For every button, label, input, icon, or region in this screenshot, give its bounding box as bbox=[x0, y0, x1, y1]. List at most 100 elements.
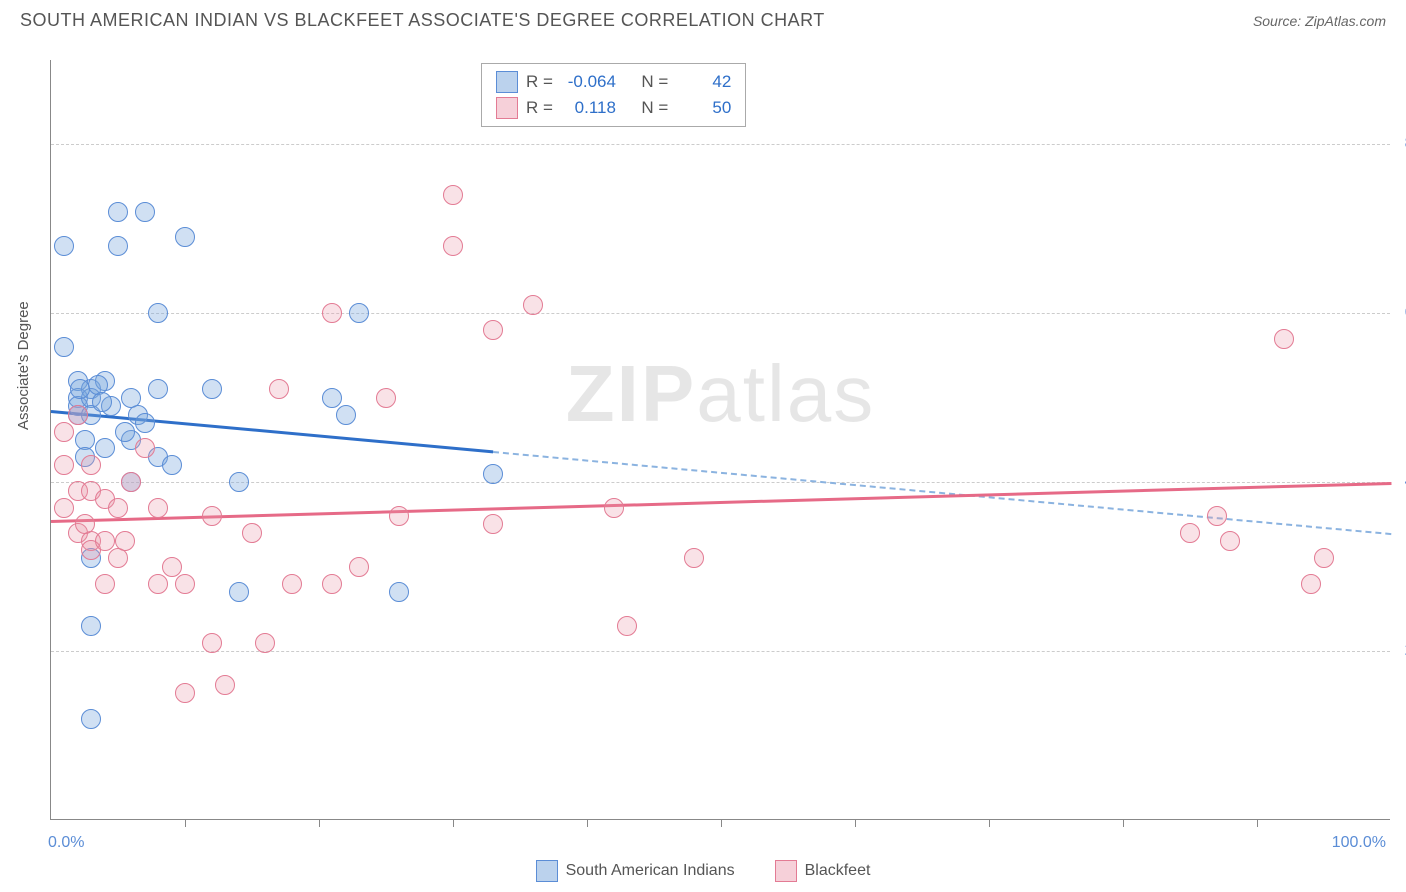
data-point bbox=[215, 675, 235, 695]
data-point bbox=[684, 548, 704, 568]
data-point bbox=[1301, 574, 1321, 594]
n-label-2: N = bbox=[641, 98, 668, 118]
gridline bbox=[51, 313, 1390, 314]
data-point bbox=[336, 405, 356, 425]
y-tick-label: 80.0% bbox=[1395, 135, 1406, 153]
regression-line-dash bbox=[493, 451, 1391, 535]
data-point bbox=[523, 295, 543, 315]
watermark-bold: ZIP bbox=[566, 349, 696, 438]
data-point bbox=[81, 709, 101, 729]
data-point bbox=[389, 506, 409, 526]
data-point bbox=[483, 464, 503, 484]
x-axis-min-label: 0.0% bbox=[48, 834, 84, 852]
x-tick bbox=[1123, 819, 1124, 827]
stats-legend-box: R = -0.064 N = 42 R = 0.118 N = 50 bbox=[481, 63, 746, 127]
chart-source: Source: ZipAtlas.com bbox=[1253, 13, 1386, 29]
data-point bbox=[202, 379, 222, 399]
x-tick bbox=[319, 819, 320, 827]
legend-item-series2: Blackfeet bbox=[775, 860, 871, 882]
data-point bbox=[148, 379, 168, 399]
gridline bbox=[51, 651, 1390, 652]
data-point bbox=[1274, 329, 1294, 349]
watermark: ZIPatlas bbox=[566, 348, 875, 440]
data-point bbox=[54, 422, 74, 442]
n-label: N = bbox=[641, 72, 668, 92]
data-point bbox=[322, 574, 342, 594]
swatch-pink-icon bbox=[496, 97, 518, 119]
x-tick bbox=[989, 819, 990, 827]
data-point bbox=[95, 574, 115, 594]
data-point bbox=[121, 472, 141, 492]
data-point bbox=[68, 405, 88, 425]
watermark-light: atlas bbox=[696, 349, 875, 438]
data-point bbox=[483, 514, 503, 534]
gridline bbox=[51, 144, 1390, 145]
data-point bbox=[54, 498, 74, 518]
x-tick bbox=[587, 819, 588, 827]
y-tick-label: 20.0% bbox=[1395, 642, 1406, 660]
data-point bbox=[269, 379, 289, 399]
scatter-chart: ZIPatlas R = -0.064 N = 42 R = 0.118 N =… bbox=[50, 60, 1390, 820]
data-point bbox=[115, 531, 135, 551]
data-point bbox=[175, 227, 195, 247]
data-point bbox=[376, 388, 396, 408]
data-point bbox=[443, 236, 463, 256]
x-tick bbox=[1257, 819, 1258, 827]
data-point bbox=[95, 531, 115, 551]
gridline bbox=[51, 482, 1390, 483]
legend-item-series1: South American Indians bbox=[536, 860, 735, 882]
x-tick bbox=[185, 819, 186, 827]
r-value-1: -0.064 bbox=[561, 72, 616, 92]
swatch-blue-icon bbox=[496, 71, 518, 93]
x-tick bbox=[453, 819, 454, 827]
n-value-1: 42 bbox=[676, 72, 731, 92]
data-point bbox=[282, 574, 302, 594]
y-axis-label: Associate's Degree bbox=[15, 301, 32, 430]
data-point bbox=[162, 455, 182, 475]
data-point bbox=[81, 616, 101, 636]
y-tick-label: 40.0% bbox=[1395, 473, 1406, 491]
data-point bbox=[202, 633, 222, 653]
data-point bbox=[483, 320, 503, 340]
data-point bbox=[54, 455, 74, 475]
data-point bbox=[148, 574, 168, 594]
x-tick bbox=[855, 819, 856, 827]
chart-title: SOUTH AMERICAN INDIAN VS BLACKFEET ASSOC… bbox=[20, 10, 825, 31]
y-tick-label: 60.0% bbox=[1395, 304, 1406, 322]
r-label: R = bbox=[526, 72, 553, 92]
data-point bbox=[54, 337, 74, 357]
n-value-2: 50 bbox=[676, 98, 731, 118]
data-point bbox=[75, 514, 95, 534]
data-point bbox=[135, 202, 155, 222]
data-point bbox=[1207, 506, 1227, 526]
bottom-legend: South American Indians Blackfeet bbox=[0, 860, 1406, 882]
legend-swatch-pink-icon bbox=[775, 860, 797, 882]
data-point bbox=[443, 185, 463, 205]
data-point bbox=[135, 413, 155, 433]
data-point bbox=[135, 438, 155, 458]
data-point bbox=[148, 303, 168, 323]
data-point bbox=[242, 523, 262, 543]
data-point bbox=[255, 633, 275, 653]
data-point bbox=[54, 236, 74, 256]
data-point bbox=[349, 303, 369, 323]
data-point bbox=[162, 557, 182, 577]
r-value-2: 0.118 bbox=[561, 98, 616, 118]
data-point bbox=[1314, 548, 1334, 568]
data-point bbox=[81, 455, 101, 475]
data-point bbox=[175, 574, 195, 594]
data-point bbox=[148, 498, 168, 518]
legend-swatch-blue-icon bbox=[536, 860, 558, 882]
r-label-2: R = bbox=[526, 98, 553, 118]
data-point bbox=[229, 582, 249, 602]
data-point bbox=[604, 498, 624, 518]
data-point bbox=[1180, 523, 1200, 543]
data-point bbox=[322, 388, 342, 408]
data-point bbox=[202, 506, 222, 526]
legend-label-2: Blackfeet bbox=[805, 862, 871, 880]
stats-row-series2: R = 0.118 N = 50 bbox=[496, 95, 731, 121]
data-point bbox=[175, 683, 195, 703]
data-point bbox=[95, 438, 115, 458]
x-tick bbox=[721, 819, 722, 827]
data-point bbox=[349, 557, 369, 577]
